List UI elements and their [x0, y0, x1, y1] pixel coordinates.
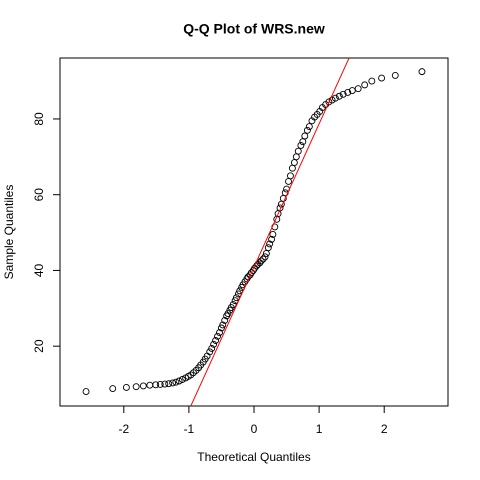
- points: [82, 68, 426, 396]
- point: [257, 257, 265, 265]
- chart-title: Q-Q Plot of WRS.new: [183, 21, 325, 37]
- y-tick-label: 80: [32, 112, 46, 126]
- point: [208, 344, 216, 352]
- point: [212, 337, 220, 344]
- point: [301, 132, 309, 140]
- x-tick-label: -1: [184, 422, 195, 436]
- point: [287, 172, 294, 180]
- point: [224, 310, 232, 318]
- point: [231, 297, 239, 305]
- point: [285, 177, 292, 185]
- point: [288, 164, 296, 172]
- point: [418, 68, 426, 76]
- point: [303, 126, 311, 134]
- point: [214, 332, 221, 340]
- point: [247, 269, 255, 277]
- point: [161, 380, 169, 388]
- point: [361, 81, 369, 89]
- point: [354, 85, 362, 93]
- point: [156, 380, 164, 388]
- y-tick-label: 60: [32, 188, 46, 202]
- point: [305, 123, 313, 130]
- point: [219, 321, 227, 329]
- plot-frame: [59, 57, 449, 407]
- point: [259, 255, 267, 263]
- point: [290, 159, 298, 166]
- x-tick-label: 2: [381, 422, 388, 436]
- y-tick-label: 40: [32, 263, 46, 277]
- point: [266, 240, 274, 248]
- point: [165, 380, 173, 388]
- point: [292, 153, 300, 161]
- point: [132, 383, 140, 391]
- point: [139, 382, 147, 390]
- point: [109, 385, 117, 393]
- point: [378, 74, 386, 82]
- y-axis-label: Sample Quantiles: [2, 185, 16, 280]
- point: [339, 90, 347, 98]
- point: [344, 89, 352, 96]
- point: [331, 94, 339, 102]
- point: [391, 71, 399, 79]
- x-tick-label: 0: [251, 422, 258, 436]
- point: [216, 329, 223, 336]
- point: [217, 324, 225, 332]
- point: [232, 294, 240, 302]
- x-tick-label: 1: [316, 422, 323, 436]
- point: [229, 301, 237, 308]
- point: [146, 381, 154, 389]
- point: [122, 383, 130, 391]
- point: [264, 244, 272, 252]
- point: [172, 378, 180, 386]
- point: [221, 316, 229, 324]
- point: [368, 77, 376, 85]
- x-axis-label: Theoretical Quantiles: [197, 450, 310, 464]
- point: [297, 142, 305, 149]
- x-tick-label: -2: [118, 422, 129, 436]
- point: [152, 381, 160, 389]
- point: [269, 231, 277, 238]
- y-tick-label: 20: [32, 339, 46, 353]
- point: [261, 253, 269, 261]
- point: [210, 340, 218, 348]
- reference-line: [190, 58, 350, 406]
- point: [178, 376, 186, 383]
- point: [335, 92, 343, 100]
- point: [262, 249, 270, 257]
- point: [169, 379, 177, 387]
- point: [294, 147, 302, 155]
- point: [206, 348, 214, 356]
- point: [175, 377, 183, 385]
- point: [82, 388, 90, 396]
- point: [268, 235, 276, 243]
